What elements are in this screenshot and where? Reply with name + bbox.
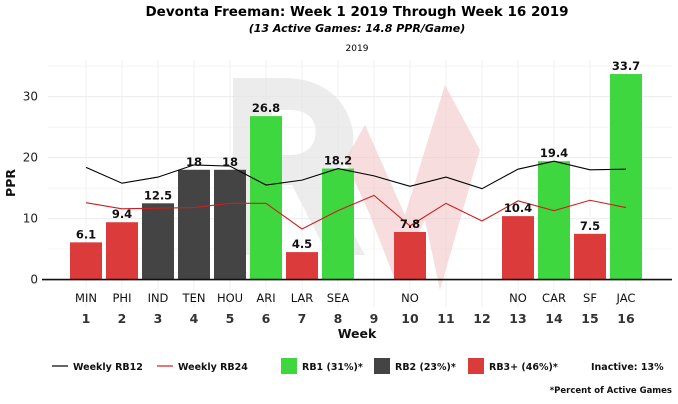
season-label: 2019 bbox=[346, 44, 369, 54]
axis-layer: 0 10 20 30 bbox=[23, 90, 672, 287]
chart-title: Devonta Freeman: Week 1 2019 Through Wee… bbox=[145, 4, 568, 20]
y-tick-label: 20 bbox=[23, 151, 38, 165]
legend-rb3-swatch bbox=[468, 358, 484, 374]
x-tick-label: 8 bbox=[334, 311, 343, 326]
data-label-week-2: 9.4 bbox=[112, 207, 132, 221]
opponent-label: ARI bbox=[256, 291, 275, 305]
x-tick-label: 4 bbox=[190, 311, 199, 326]
data-label-week-14: 19.4 bbox=[540, 146, 568, 160]
opponent-label: TEN bbox=[182, 291, 206, 305]
opponent-label: MIN bbox=[75, 291, 97, 305]
y-axis-title: PPR bbox=[3, 169, 18, 197]
opponent-label: LAR bbox=[291, 291, 314, 305]
data-label-week-8: 18.2 bbox=[324, 154, 352, 168]
bar-week-14 bbox=[538, 161, 570, 280]
data-label-week-5: 18 bbox=[222, 155, 238, 169]
x-tick-label: 2 bbox=[118, 311, 127, 326]
x-tick-label: 3 bbox=[154, 311, 163, 326]
y-tick-label: 30 bbox=[23, 90, 38, 104]
chart-subtitle: (13 Active Games: 14.8 PPR/Game) bbox=[249, 22, 465, 35]
series-line-rb12 bbox=[85, 160, 627, 190]
lines-layer bbox=[85, 160, 627, 230]
opponent-label: SF bbox=[583, 291, 597, 305]
x-tick-label: 15 bbox=[581, 311, 598, 326]
bar-week-8 bbox=[322, 168, 354, 280]
legend-rb3-label: RB3+ (46%)* bbox=[489, 362, 558, 373]
data-label-week-15: 7.5 bbox=[580, 219, 600, 233]
bar-week-10 bbox=[394, 231, 426, 280]
data-label-week-13: 10.4 bbox=[504, 201, 532, 215]
opponent-label: NO bbox=[509, 291, 527, 305]
bar-week-6 bbox=[250, 116, 282, 280]
labels-layer: 6.19.412.518 1826.84.518.27.810.419.47.53… bbox=[75, 59, 640, 326]
data-label-week-4: 18 bbox=[186, 155, 202, 169]
watermark-arrow bbox=[345, 85, 480, 290]
bar-week-13 bbox=[502, 216, 534, 280]
x-tick-label: 14 bbox=[545, 311, 563, 326]
opponent-label: CAR bbox=[542, 291, 566, 305]
opponent-label: HOU bbox=[217, 291, 243, 305]
x-tick-label: 11 bbox=[437, 311, 454, 326]
bar-week-4 bbox=[178, 169, 210, 280]
bars-layer bbox=[70, 74, 642, 280]
bar-week-3 bbox=[142, 203, 174, 280]
x-tick-label: 7 bbox=[298, 311, 307, 326]
data-label-week-16: 33.7 bbox=[612, 59, 640, 73]
bar-week-2 bbox=[106, 222, 138, 280]
opponent-label: NO bbox=[401, 291, 419, 305]
legend-inactive-label: Inactive: 13% bbox=[591, 362, 664, 373]
footnote: *Percent of Active Games bbox=[550, 386, 672, 396]
x-tick-label: 1 bbox=[82, 311, 91, 326]
legend-rb12-label: Weekly RB12 bbox=[73, 362, 143, 373]
opponent-label: JAC bbox=[616, 291, 636, 305]
x-tick-label: 12 bbox=[473, 311, 490, 326]
x-tick-label: 10 bbox=[401, 311, 419, 326]
opponent-label: SEA bbox=[327, 291, 350, 305]
bar-week-1 bbox=[70, 242, 102, 280]
bar-week-7 bbox=[286, 252, 318, 280]
data-label-week-7: 4.5 bbox=[292, 237, 312, 251]
data-label-week-3: 12.5 bbox=[144, 188, 172, 202]
opponent-label: PHI bbox=[113, 291, 132, 305]
x-tick-label: 16 bbox=[617, 311, 635, 326]
x-tick-label: 6 bbox=[262, 311, 271, 326]
data-label-week-6: 26.8 bbox=[252, 101, 280, 115]
legend-rb1-swatch bbox=[281, 358, 297, 374]
bar-week-5 bbox=[214, 169, 246, 280]
x-axis-title: Week bbox=[338, 326, 377, 341]
data-label-week-10: 7.8 bbox=[400, 217, 420, 231]
legend-rb24-label: Weekly RB24 bbox=[178, 362, 248, 373]
y-tick-label: 10 bbox=[23, 212, 38, 226]
data-label-week-1: 6.1 bbox=[76, 227, 96, 241]
bar-week-15 bbox=[574, 233, 606, 280]
y-tick-label: 0 bbox=[30, 273, 38, 287]
legend-rb1-label: RB1 (31%)* bbox=[302, 362, 363, 373]
legend-rb2-label: RB2 (23%)* bbox=[395, 362, 456, 373]
x-tick-label: 13 bbox=[509, 311, 526, 326]
series-line-rb24 bbox=[85, 194, 627, 230]
legend: Weekly RB12 Weekly RB24 RB1 (31%)* RB2 (… bbox=[52, 358, 664, 374]
x-tick-label: 5 bbox=[226, 311, 235, 326]
bar-week-16 bbox=[610, 74, 642, 280]
x-tick-label: 9 bbox=[370, 311, 379, 326]
opponent-label: IND bbox=[148, 291, 169, 305]
legend-rb2-swatch bbox=[374, 358, 390, 374]
